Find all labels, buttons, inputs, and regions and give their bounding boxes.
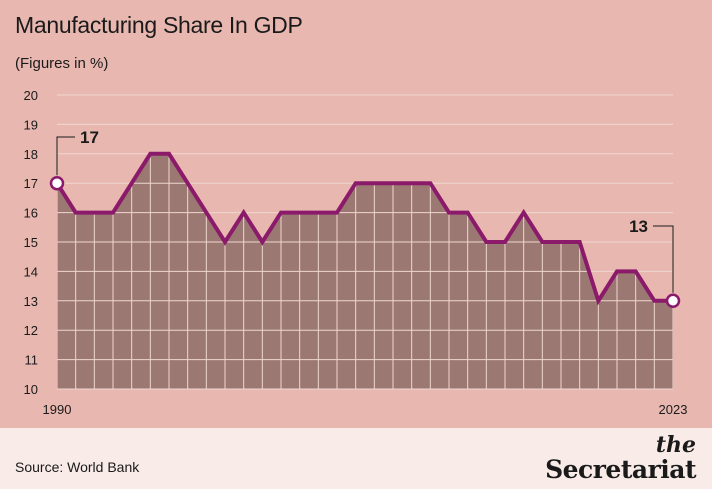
y-tick-label: 17 xyxy=(24,176,38,191)
chart-subtitle: (Figures in %) xyxy=(15,55,109,72)
x-tick-label: 1990 xyxy=(43,402,72,417)
annotation-label: 17 xyxy=(80,128,99,147)
annotation-leader xyxy=(56,136,75,176)
source-note: Source: World Bank xyxy=(15,459,140,475)
y-tick-label: 19 xyxy=(24,117,38,132)
footer: Source: World Bank the Secretariat xyxy=(0,428,712,489)
y-tick-label: 14 xyxy=(24,264,38,279)
annotation-leader xyxy=(653,225,674,293)
logo-name: Secretariat xyxy=(545,455,696,484)
chart-title: Manufacturing Share In GDP xyxy=(15,12,303,38)
endpoint-marker xyxy=(665,293,681,309)
y-tick-label: 12 xyxy=(24,323,38,338)
y-tick-label: 18 xyxy=(24,147,38,162)
y-tick-label: 16 xyxy=(24,206,38,221)
y-tick-label: 15 xyxy=(24,235,38,250)
annotation-label: 13 xyxy=(629,217,648,236)
y-tick-label: 10 xyxy=(24,382,38,397)
y-tick-label: 11 xyxy=(25,353,39,368)
y-tick-label: 13 xyxy=(24,294,38,309)
chart-area: 10 11 12 13 14 15 16 17 18 19 20 17 13 1990 2023 xyxy=(24,88,688,417)
x-tick-label: 2023 xyxy=(659,402,688,417)
y-tick-label: 20 xyxy=(24,88,38,103)
endpoint-marker xyxy=(49,175,65,191)
series-line xyxy=(55,151,673,306)
brand-logo: the Secretariat xyxy=(545,434,696,484)
logo-the: the xyxy=(655,432,696,458)
